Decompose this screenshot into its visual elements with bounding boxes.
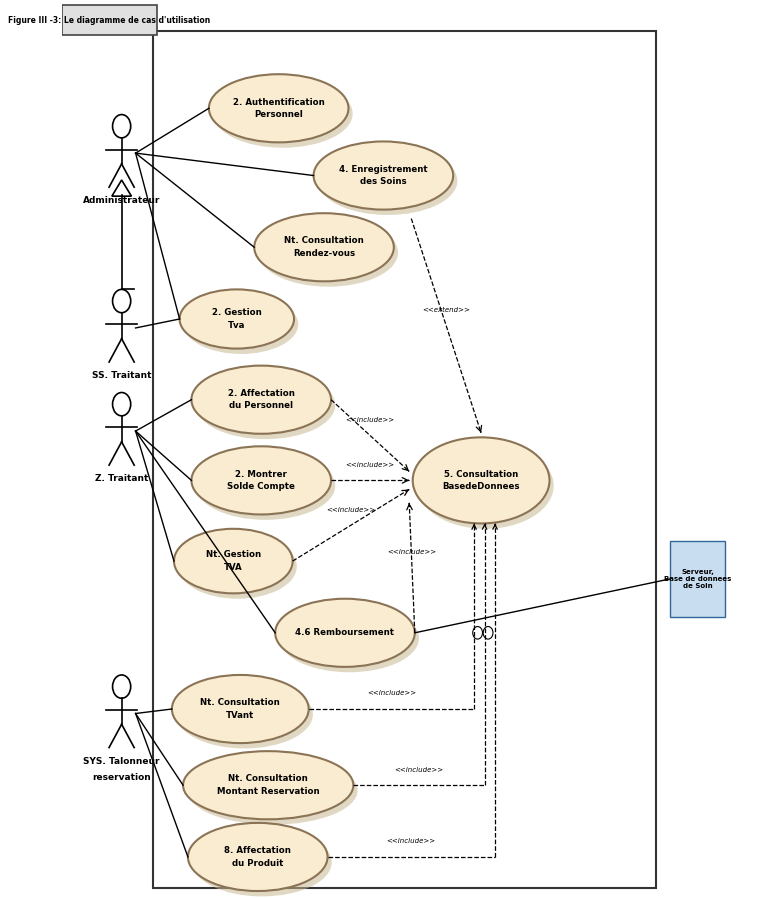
Text: reservation: reservation [92,772,151,781]
Text: Rendez-vous: Rendez-vous [293,249,355,258]
Text: Administrateur: Administrateur [83,196,161,205]
FancyBboxPatch shape [62,5,157,35]
Ellipse shape [318,147,457,215]
Ellipse shape [417,443,554,529]
Ellipse shape [259,218,398,286]
Ellipse shape [172,675,309,743]
Text: 2. Gestion: 2. Gestion [212,308,262,317]
Ellipse shape [254,213,394,281]
Text: TVant: TVant [226,711,254,720]
Text: Personnel: Personnel [254,110,303,119]
Text: 8. Affectation: 8. Affectation [224,846,291,855]
Text: <<include>>: <<include>> [387,839,436,844]
Text: Nt. Consultation: Nt. Consultation [228,774,308,783]
Text: Nt. Consultation: Nt. Consultation [284,236,364,245]
Ellipse shape [196,371,336,439]
Ellipse shape [178,534,297,599]
Text: 2. Authentification: 2. Authentification [233,98,324,107]
Text: Montant Reservation: Montant Reservation [217,787,320,796]
Ellipse shape [174,529,293,594]
Text: <<extend>>: <<extend>> [422,307,470,313]
Text: 4. Enregistrement: 4. Enregistrement [339,164,428,173]
FancyBboxPatch shape [670,541,725,617]
Text: du Produit: du Produit [232,858,283,867]
Ellipse shape [192,828,332,896]
Ellipse shape [188,823,327,891]
Text: Z. Traitant: Z. Traitant [95,474,148,483]
Text: 4.6 Remboursement: 4.6 Remboursement [295,629,394,638]
Ellipse shape [213,80,352,148]
Text: Nt. Gestion: Nt. Gestion [205,550,261,559]
Text: TVA: TVA [224,563,243,572]
Ellipse shape [187,756,358,824]
Text: <<include>>: <<include>> [345,417,395,423]
Text: Serveur,
Base de donnees
de Soin: Serveur, Base de donnees de Soin [664,569,731,589]
Ellipse shape [275,599,415,667]
Ellipse shape [196,452,336,520]
Text: Tva: Tva [228,321,246,330]
Text: <<include>>: <<include>> [345,462,395,468]
Text: <<include>>: <<include>> [367,691,416,697]
Ellipse shape [180,289,294,348]
Ellipse shape [183,295,298,354]
Ellipse shape [192,365,331,434]
Text: BasedeDonnees: BasedeDonnees [442,482,520,491]
Ellipse shape [209,75,349,143]
Text: <<include>>: <<include>> [387,550,437,555]
Ellipse shape [314,142,454,209]
Text: SYS. Talonneur: SYS. Talonneur [84,756,160,765]
Text: 2. Affectation: 2. Affectation [228,389,295,398]
Text: <<include>>: <<include>> [326,506,375,513]
Text: des Soins: des Soins [360,177,406,186]
Text: Figure III -3: Le diagramme de cas d'utilisation: Figure III -3: Le diagramme de cas d'uti… [8,16,210,25]
Ellipse shape [183,751,353,819]
Text: du Personnel: du Personnel [229,401,293,410]
Text: <<include>>: <<include>> [394,767,444,772]
Ellipse shape [176,681,313,748]
Ellipse shape [279,604,419,673]
Text: 2. Montrer: 2. Montrer [235,470,287,479]
Text: Nt. Consultation: Nt. Consultation [200,699,280,708]
Ellipse shape [412,437,549,524]
Text: SS. Traitant: SS. Traitant [92,371,151,380]
Text: 5. Consultation: 5. Consultation [444,470,518,479]
Ellipse shape [192,446,331,515]
Text: Solde Compte: Solde Compte [228,482,295,491]
